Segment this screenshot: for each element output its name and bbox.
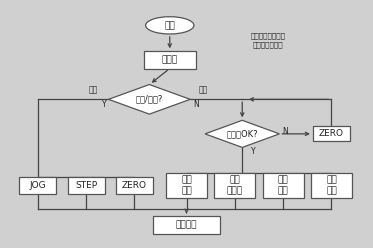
Text: 自动: 自动: [198, 85, 208, 94]
FancyBboxPatch shape: [263, 173, 304, 198]
Text: 单机
单步: 单机 单步: [181, 176, 192, 196]
Text: 手动/自动?: 手动/自动?: [136, 95, 163, 104]
Text: 异常报警、状态指
示、参数设置等: 异常报警、状态指 示、参数设置等: [251, 33, 286, 48]
Text: Y: Y: [103, 100, 107, 109]
FancyBboxPatch shape: [311, 173, 352, 198]
Text: 初始化: 初始化: [162, 55, 178, 64]
Text: N: N: [193, 100, 199, 109]
Text: 开始: 开始: [164, 21, 175, 30]
Polygon shape: [205, 120, 279, 147]
Text: JOG: JOG: [29, 181, 46, 190]
FancyBboxPatch shape: [214, 173, 255, 198]
Text: 整线
连续: 整线 连续: [326, 176, 337, 196]
Text: 单机
单周期: 单机 单周期: [227, 176, 243, 196]
Text: 手动: 手动: [89, 85, 98, 94]
Text: 下一周期: 下一周期: [176, 221, 197, 230]
Text: N: N: [282, 127, 288, 136]
FancyBboxPatch shape: [166, 173, 207, 198]
FancyBboxPatch shape: [116, 177, 153, 194]
Text: STEP: STEP: [75, 181, 97, 190]
Text: ZERO: ZERO: [122, 181, 147, 190]
Text: 单机
连续: 单机 连续: [278, 176, 288, 196]
Text: 回零点OK?: 回零点OK?: [226, 129, 258, 138]
Ellipse shape: [145, 17, 194, 34]
Text: Y: Y: [251, 147, 256, 156]
FancyBboxPatch shape: [19, 177, 56, 194]
FancyBboxPatch shape: [153, 217, 220, 234]
FancyBboxPatch shape: [144, 51, 196, 68]
Text: ZERO: ZERO: [319, 129, 344, 138]
Polygon shape: [109, 85, 190, 114]
FancyBboxPatch shape: [68, 177, 105, 194]
FancyBboxPatch shape: [313, 126, 350, 141]
